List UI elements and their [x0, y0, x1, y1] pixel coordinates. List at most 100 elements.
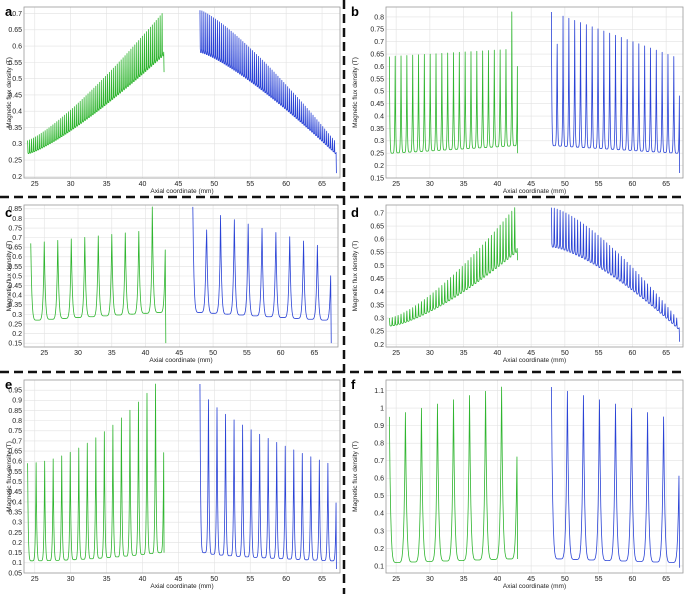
plot-frame — [385, 6, 684, 179]
y-tick-label: 0.5 — [12, 479, 22, 486]
y-tick-label: 0.3 — [374, 528, 384, 535]
y-tick-label: 0.8 — [374, 441, 384, 448]
y-tick-label: 0.85 — [8, 408, 22, 415]
y-tick-label: 0.65 — [8, 27, 22, 34]
y-tick-label: 0.3 — [12, 520, 22, 527]
x-tick-label: 35 — [460, 181, 468, 188]
y-tick-label: 0.65 — [370, 51, 384, 58]
panel-letter: a — [5, 4, 13, 19]
x-tick-label: 45 — [527, 576, 535, 583]
y-tick-label: 0.4 — [12, 499, 22, 506]
x-tick-label: 40 — [493, 181, 501, 188]
series-line-green — [27, 383, 165, 562]
y-tick-label: 0.5 — [12, 273, 22, 280]
x-tick-label: 25 — [392, 181, 400, 188]
y-tick-label: 1.1 — [374, 388, 384, 395]
y-tick-label: 0.9 — [374, 423, 384, 430]
x-tick-label: 50 — [561, 350, 569, 357]
y-tick-label: 0.2 — [12, 540, 22, 547]
y-tick-label: 0.2 — [12, 331, 22, 338]
y-tick-label: 0.3 — [12, 312, 22, 319]
plot-frame — [23, 6, 341, 179]
y-tick-label: 0.3 — [374, 315, 384, 322]
x-tick-label: 50 — [210, 181, 218, 188]
series-line-blue — [550, 387, 681, 568]
x-tick-label: 55 — [595, 181, 603, 188]
y-axis-label: Magnetic flux density (T) — [6, 241, 13, 312]
x-tick-label: 30 — [67, 181, 75, 188]
y-tick-label: 0.45 — [370, 101, 384, 108]
y-tick-label: 0.9 — [12, 398, 22, 405]
y-axis-label: Magnetic flux density (T) — [352, 57, 359, 128]
y-tick-label: 0.35 — [370, 302, 384, 309]
series-line-blue — [550, 207, 681, 342]
x-tick-label: 30 — [426, 576, 434, 583]
x-tick-label: 25 — [31, 181, 39, 188]
x-axis-label: Axial coordinate (mm) — [503, 188, 566, 195]
x-tick-label: 60 — [277, 350, 285, 357]
x-tick-label: 45 — [527, 350, 535, 357]
series-line-green — [30, 206, 167, 344]
y-tick-label: 0.5 — [374, 493, 384, 500]
x-axis-label: Axial coordinate (mm) — [150, 188, 213, 195]
y-tick-label: 0.35 — [8, 509, 22, 516]
x-tick-label: 40 — [493, 576, 501, 583]
x-tick-label: 40 — [493, 350, 501, 357]
series-line-blue — [199, 384, 337, 569]
x-tick-label: 30 — [426, 350, 434, 357]
y-tick-label: 0.4 — [374, 511, 384, 518]
y-tick-label: 0.95 — [8, 388, 22, 395]
y-tick-label: 0.1 — [12, 560, 22, 567]
x-tick-label: 65 — [318, 181, 326, 188]
y-tick-label: 0.15 — [8, 550, 22, 557]
plot-frame — [385, 379, 684, 574]
x-tick-label: 25 — [40, 350, 48, 357]
panel-letter: f — [351, 377, 356, 392]
y-tick-label: 0.45 — [8, 283, 22, 290]
panel-b: 25 30 35 40 45 50 55 60 65 0.15 0.2 0.25 0.3 0.35 0.4 0… — [351, 4, 684, 195]
y-tick-label: 0.4 — [12, 109, 22, 116]
x-tick-label: 45 — [175, 350, 183, 357]
x-tick-label: 40 — [139, 576, 147, 583]
panel-a: 25 30 35 40 45 50 55 60 65 0.2 0.25 0.3 0.35 0.4 0.45 0… — [5, 4, 341, 195]
x-tick-label: 60 — [628, 350, 636, 357]
y-axis-label: Magnetic flux density (T) — [352, 241, 359, 312]
y-tick-label: 0.2 — [374, 546, 384, 553]
y-tick-label: 0.55 — [8, 264, 22, 271]
panel-letter: c — [5, 205, 12, 220]
x-tick-label: 35 — [460, 576, 468, 583]
y-tick-label: 0.8 — [12, 418, 22, 425]
x-tick-label: 50 — [209, 350, 217, 357]
x-tick-label: 25 — [31, 576, 39, 583]
x-tick-label: 50 — [561, 181, 569, 188]
y-tick-label: 0.6 — [12, 43, 22, 50]
plot-frame — [23, 379, 341, 574]
y-tick-label: 0.5 — [374, 89, 384, 96]
y-tick-label: 0.5 — [374, 263, 384, 270]
y-tick-label: 0.7 — [374, 210, 384, 217]
y-tick-label: 0.55 — [370, 76, 384, 83]
panel-letter: b — [351, 4, 359, 19]
y-tick-label: 0.1 — [374, 563, 384, 570]
y-tick-label: 0.65 — [8, 245, 22, 252]
x-tick-label: 55 — [243, 350, 251, 357]
y-tick-label: 0.6 — [374, 64, 384, 71]
x-tick-label: 35 — [108, 350, 116, 357]
x-axis-label: Axial coordinate (mm) — [149, 357, 212, 364]
y-tick-label: 0.45 — [370, 276, 384, 283]
y-tick-label: 0.8 — [12, 216, 22, 223]
y-tick-label: 0.6 — [12, 459, 22, 466]
y-tick-label: 0.65 — [8, 449, 22, 456]
x-axis-label: Axial coordinate (mm) — [150, 583, 213, 590]
x-tick-label: 60 — [628, 181, 636, 188]
y-tick-label: 0.35 — [370, 126, 384, 133]
x-tick-label: 60 — [282, 576, 290, 583]
x-tick-label: 40 — [142, 350, 150, 357]
y-tick-label: 0.55 — [370, 250, 384, 257]
x-tick-label: 60 — [628, 576, 636, 583]
y-tick-label: 0.45 — [8, 92, 22, 99]
y-tick-label: 0.4 — [374, 113, 384, 120]
y-tick-label: 0.6 — [12, 254, 22, 261]
x-tick-label: 50 — [210, 576, 218, 583]
